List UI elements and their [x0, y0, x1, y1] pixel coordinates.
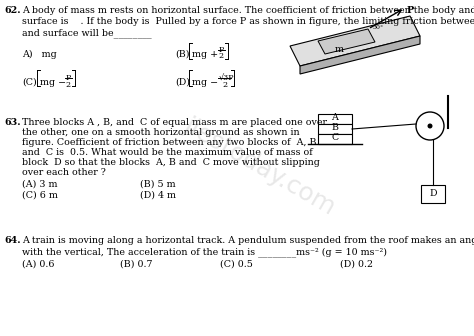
Text: mg +: mg + [192, 50, 218, 59]
Text: and  C is  0.5. What would be the maximum value of mass of: and C is 0.5. What would be the maximum … [22, 148, 313, 157]
Text: A train is moving along a horizontal track. A pendulum suspended from the roof m: A train is moving along a horizontal tra… [22, 236, 474, 245]
Text: the other, one on a smooth horizontal ground as shown in: the other, one on a smooth horizontal gr… [22, 128, 300, 137]
Text: and surface will be________: and surface will be________ [22, 28, 152, 38]
Text: (B) 0.7: (B) 0.7 [120, 260, 153, 269]
Circle shape [428, 124, 432, 128]
Text: over each other ?: over each other ? [22, 168, 106, 177]
Text: (A) 3 m: (A) 3 m [22, 180, 57, 189]
Polygon shape [300, 36, 420, 74]
Text: D: D [429, 188, 437, 198]
Bar [318, 134, 352, 144]
Bar [421, 185, 445, 203]
Text: P: P [407, 6, 414, 15]
Text: figure. Coefficient of friction between any two blocks of  A, B: figure. Coefficient of friction between … [22, 138, 317, 147]
Text: √3P: √3P [219, 74, 235, 82]
Polygon shape [318, 29, 375, 54]
Text: C: C [331, 133, 338, 142]
Text: B: B [331, 124, 338, 132]
Text: block  D so that the blocks  A, B and  C move without slipping: block D so that the blocks A, B and C mo… [22, 158, 320, 167]
Text: with the vertical, The acceleration of the train is ________ms⁻² (g = 10 ms⁻²): with the vertical, The acceleration of t… [22, 247, 387, 257]
Text: 63.: 63. [4, 118, 21, 127]
Text: 62.: 62. [4, 6, 21, 15]
Text: Three blocks A , B, and  C of equal mass m are placed one over: Three blocks A , B, and C of equal mass … [22, 118, 327, 127]
Bar [318, 124, 352, 134]
Text: 2: 2 [65, 81, 70, 89]
Bar [318, 114, 352, 124]
Text: mg −: mg − [40, 78, 66, 87]
Text: A)   mg: A) mg [22, 50, 57, 59]
Text: (D): (D) [175, 78, 190, 87]
Text: (C) 0.5: (C) 0.5 [220, 260, 253, 269]
Text: 64.: 64. [4, 236, 21, 245]
Text: m: m [335, 45, 344, 54]
Text: P: P [219, 46, 224, 54]
Text: (D) 0.2: (D) 0.2 [340, 260, 373, 269]
Text: 2: 2 [222, 81, 227, 89]
Text: (B): (B) [175, 50, 190, 59]
Text: A body of mass m rests on horizontal surface. The coefficient of friction betwee: A body of mass m rests on horizontal sur… [22, 6, 474, 15]
Text: 30°: 30° [372, 25, 383, 30]
Text: 2: 2 [218, 52, 223, 60]
Text: (B) 5 m: (B) 5 m [140, 180, 176, 189]
Polygon shape [290, 16, 420, 66]
Text: (D) 4 m: (D) 4 m [140, 191, 176, 200]
Text: P: P [66, 74, 71, 82]
Text: (A) 0.6: (A) 0.6 [22, 260, 55, 269]
Text: mg −: mg − [192, 78, 218, 87]
Text: A: A [331, 114, 338, 123]
Text: (C): (C) [22, 78, 37, 87]
Text: jiestoday.com: jiestoday.com [180, 113, 340, 219]
Text: surface is    . If the body is  Pulled by a force P as shown in figure, the limi: surface is . If the body is Pulled by a … [22, 17, 474, 26]
Text: (C) 6 m: (C) 6 m [22, 191, 58, 200]
